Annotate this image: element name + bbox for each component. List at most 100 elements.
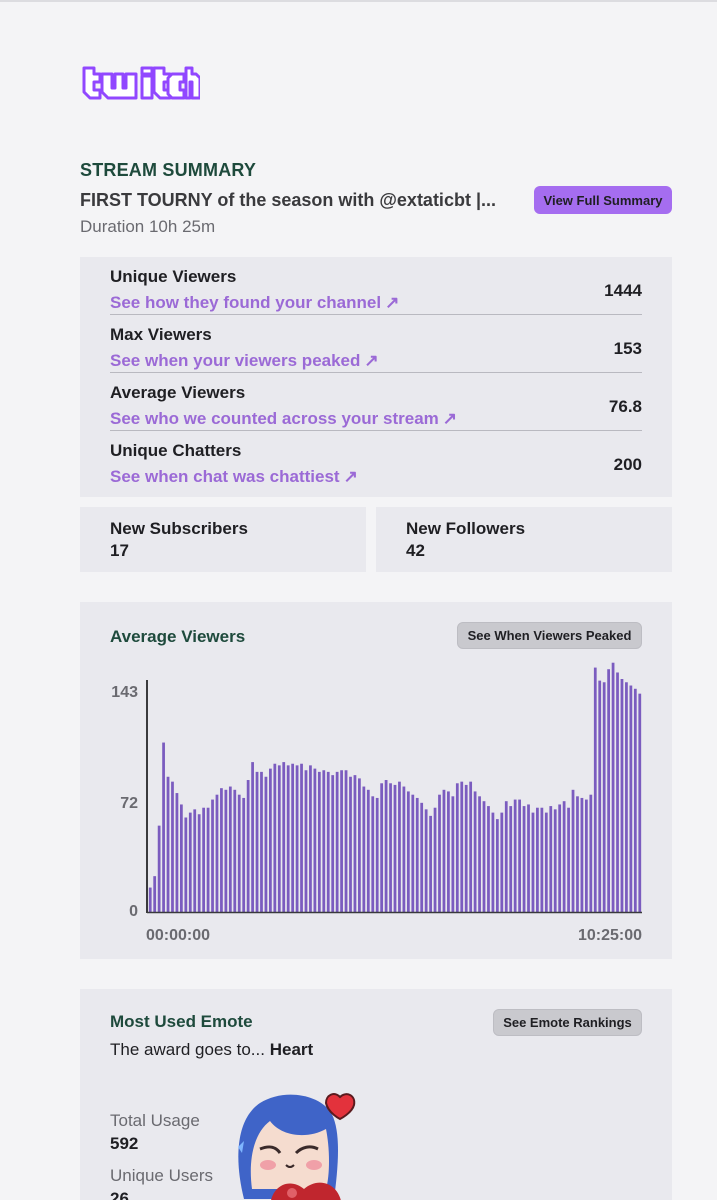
chart-bar xyxy=(482,801,486,912)
chart-bar xyxy=(500,812,504,912)
stat-row-max-viewers: Max Viewers See when your viewers peaked… xyxy=(110,315,642,373)
stat-value: 200 xyxy=(613,455,642,474)
stat-row-unique-chatters: Unique Chatters See when chat was chatti… xyxy=(110,431,642,489)
chart-bar xyxy=(175,793,179,912)
chart-bar xyxy=(197,814,201,912)
chart-bar xyxy=(406,791,410,912)
chart-bar xyxy=(495,819,499,912)
chart-bar xyxy=(326,771,330,912)
top-divider xyxy=(0,0,717,2)
total-usage-label: Total Usage xyxy=(110,1111,200,1130)
chart-bar xyxy=(638,693,642,912)
chart-bar xyxy=(567,807,570,912)
chart-bar xyxy=(571,789,575,912)
twitch-logo[interactable] xyxy=(80,62,200,104)
chart-bar xyxy=(375,797,379,912)
chart-bar xyxy=(531,812,535,912)
chart-bar xyxy=(282,762,286,912)
chart-bar xyxy=(193,809,197,912)
view-full-summary-button[interactable]: View Full Summary xyxy=(534,186,672,214)
chart-bar xyxy=(415,797,419,912)
stat-link-text[interactable]: See who we counted across your stream xyxy=(110,409,439,428)
chart-bar xyxy=(380,783,384,912)
chart-bar xyxy=(313,768,317,912)
chart-bar xyxy=(286,765,290,912)
chart-bar xyxy=(211,799,214,912)
chart-heading: Average Viewers xyxy=(110,627,246,646)
stream-duration: Duration 10h 25m xyxy=(80,217,216,236)
chart-bar xyxy=(549,806,553,912)
x-tick-label: 00:00:00 xyxy=(146,927,210,944)
heart-emote-image xyxy=(238,1093,356,1200)
new-subscribers-value: 17 xyxy=(110,541,129,560)
stat-link-text[interactable]: See when your viewers peaked xyxy=(110,351,361,370)
see-emote-rankings-button[interactable]: See Emote Rankings xyxy=(493,1009,642,1036)
stat-value: 1444 xyxy=(604,281,642,300)
chart-bar xyxy=(153,876,157,912)
chart-bar xyxy=(629,685,633,912)
chart-bar xyxy=(455,783,459,912)
chart-bar xyxy=(464,784,468,912)
chart-bar xyxy=(260,771,263,912)
new-subscribers-card: New Subscribers 17 xyxy=(80,507,366,572)
chart-bar xyxy=(562,801,566,912)
arrow-up-right-icon: ↗ xyxy=(442,409,458,428)
chart-bar xyxy=(411,794,415,912)
chart-bar xyxy=(162,742,165,912)
stat-link[interactable]: See how they found your channel ↗ xyxy=(110,293,399,313)
chart-bar xyxy=(518,799,521,912)
stat-link-text[interactable]: See how they found your channel xyxy=(110,293,382,312)
chart-bar xyxy=(589,794,593,912)
chart-bar xyxy=(215,794,219,912)
chart-bar xyxy=(607,669,610,912)
chart-bar xyxy=(509,806,513,912)
chart-bar xyxy=(442,789,446,912)
award-prefix: The award goes to... xyxy=(110,1040,265,1059)
chart-bar xyxy=(295,765,299,912)
chart-bar xyxy=(424,809,428,912)
arrow-up-right-icon: ↗ xyxy=(364,351,379,370)
chart-bar xyxy=(291,763,295,912)
chart-bar xyxy=(580,797,584,912)
chart-bar xyxy=(558,804,562,912)
chart-bar xyxy=(366,789,370,912)
chart-bar xyxy=(277,765,281,912)
chart-bar xyxy=(362,786,366,912)
chart-bar xyxy=(255,771,259,912)
chart-bar xyxy=(625,682,628,912)
chart-bar xyxy=(358,778,361,912)
chart-bar xyxy=(420,802,424,912)
see-when-viewers-peaked-button[interactable]: See When Viewers Peaked xyxy=(457,622,642,649)
chart-bar xyxy=(393,784,397,912)
chart-bar xyxy=(576,796,579,912)
chart-bar xyxy=(584,799,588,912)
chart-bars xyxy=(148,662,642,912)
stat-link-text[interactable]: See when chat was chattiest xyxy=(110,467,340,486)
stat-value: 153 xyxy=(613,339,642,358)
chart-bar xyxy=(148,887,152,912)
stat-link[interactable]: See when your viewers peaked ↗ xyxy=(110,351,379,371)
chart-bar xyxy=(353,775,357,912)
chart-bar xyxy=(513,799,517,912)
chart-bar xyxy=(527,804,530,912)
chart-bar xyxy=(206,807,210,912)
chart-bar xyxy=(264,776,268,912)
stats-card: Unique Viewers See how they found your c… xyxy=(80,257,672,497)
chart-bar xyxy=(536,807,539,912)
chart-bar xyxy=(522,806,526,912)
chart-bar xyxy=(304,770,308,912)
chart-bar xyxy=(402,786,406,912)
chart-bar xyxy=(540,807,544,912)
chart-bar xyxy=(224,789,228,912)
chart-bar xyxy=(220,788,223,912)
stat-link[interactable]: See who we counted across your stream ↗ xyxy=(110,409,457,429)
chart-bar xyxy=(166,776,170,912)
stat-label: Unique Viewers xyxy=(110,267,237,286)
chart-bar xyxy=(553,809,557,912)
arrow-up-right-icon: ↗ xyxy=(385,293,400,312)
new-followers-label: New Followers xyxy=(406,519,526,538)
chart-bar xyxy=(602,682,606,912)
stat-link[interactable]: See when chat was chattiest ↗ xyxy=(110,467,358,487)
chart-bar xyxy=(371,796,375,912)
chart-bar xyxy=(491,812,495,912)
